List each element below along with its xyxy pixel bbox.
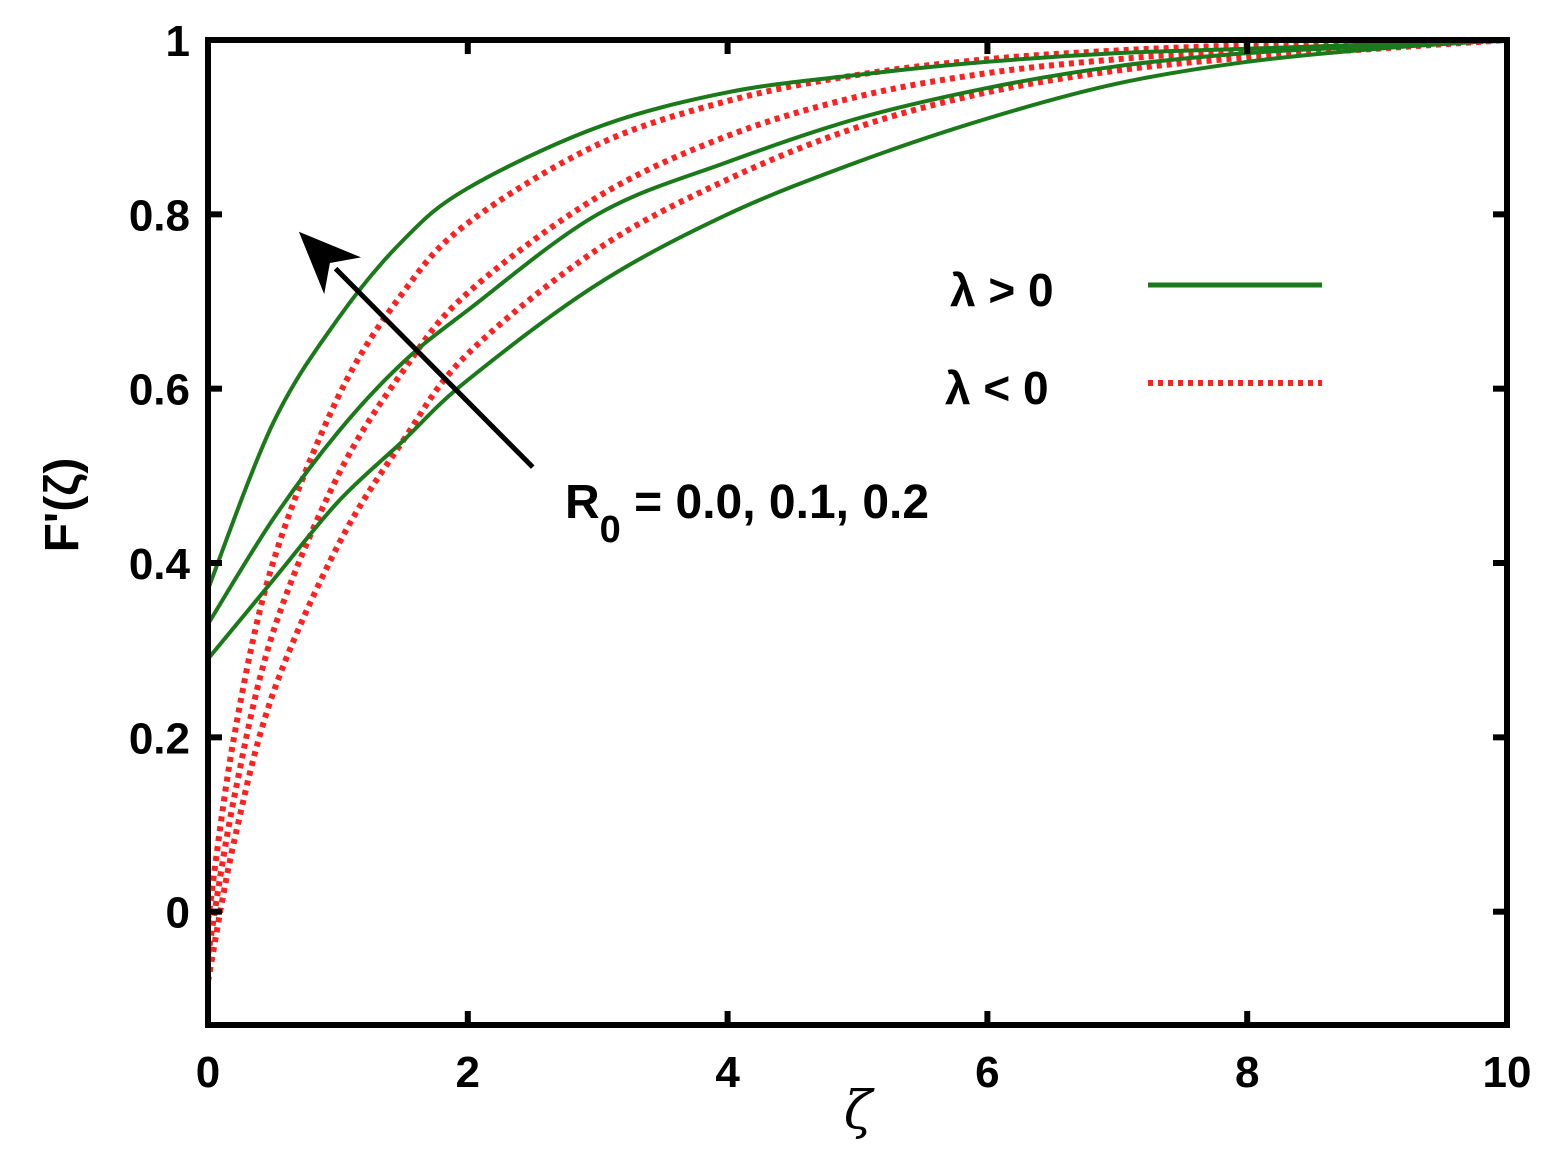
series-line-5 — [205, 37, 1508, 982]
x-tick-label-5: 10 — [1483, 1048, 1532, 1097]
ticks-layer: 0 2 4 6 8 10 0 0.2 0.4 0.6 0.8 1 — [129, 17, 1532, 1097]
y-tick-label-3: 0.6 — [129, 366, 190, 415]
y-axis-label: F'(ζ) — [36, 458, 89, 553]
annotation: R0 = 0.0, 0.1, 0.2 — [298, 231, 929, 551]
y-tick-label-4: 0.8 — [129, 191, 190, 240]
series-line-3 — [205, 37, 1508, 921]
x-tick-label-2: 4 — [715, 1048, 740, 1097]
axes-layer — [205, 37, 1510, 1028]
annotation-text: R0 = 0.0, 0.1, 0.2 — [565, 476, 929, 551]
y-tick-label-1: 0.2 — [129, 714, 190, 763]
x-tick-label-4: 8 — [1235, 1048, 1259, 1097]
x-axis-label: ζ — [844, 1081, 875, 1141]
y-tick-label-2: 0.4 — [129, 540, 191, 589]
x-tick-label-1: 2 — [456, 1048, 480, 1097]
x-tick-label-3: 6 — [975, 1048, 999, 1097]
y-tick-label-0: 0 — [166, 889, 190, 938]
legend: λ > 0 λ < 0 — [945, 264, 1322, 414]
annotation-text-main: R — [565, 476, 600, 529]
legend-label-positive: λ > 0 — [950, 264, 1054, 316]
annotation-text-sub: 0 — [600, 509, 621, 551]
annotation-text-rest: = 0.0, 0.1, 0.2 — [621, 476, 929, 529]
x-tick-label-0: 0 — [196, 1048, 220, 1097]
legend-label-negative: λ < 0 — [945, 362, 1049, 414]
plot-frame — [205, 37, 1510, 1028]
series-line-2 — [206, 38, 1508, 661]
annotation-arrow — [333, 266, 535, 469]
y-tick-label-5: 1 — [166, 17, 190, 66]
annotation-arrow-head — [298, 231, 362, 295]
